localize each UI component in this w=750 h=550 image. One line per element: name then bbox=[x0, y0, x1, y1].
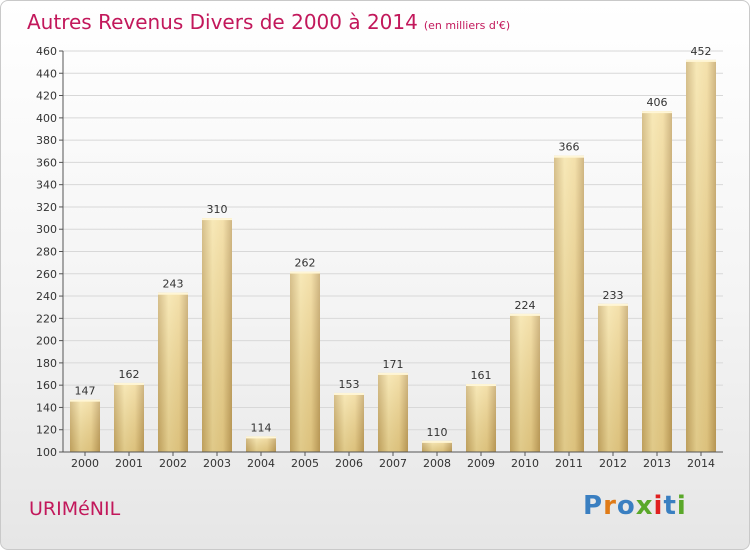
bar-shade-2004 bbox=[246, 436, 276, 452]
y-tick-label: 340 bbox=[36, 179, 57, 192]
bars: 147 162 243 310 114 262 153 171 110 161 224 366 233 4… bbox=[70, 45, 716, 453]
chart-title: Autres Revenus Divers de 2000 à 2014 (en … bbox=[27, 10, 510, 34]
y-tick-label: 280 bbox=[36, 246, 57, 259]
value-label: 366 bbox=[559, 141, 580, 154]
y-tick-label: 400 bbox=[36, 112, 57, 125]
x-tick-label: 2011 bbox=[555, 457, 583, 470]
bar-cap-2013 bbox=[642, 111, 672, 114]
y-tick-label: 220 bbox=[36, 312, 57, 325]
bar-cap-2008 bbox=[422, 440, 452, 443]
value-label: 233 bbox=[603, 289, 624, 302]
x-tick-label: 2004 bbox=[247, 457, 275, 470]
bar-shade-2000 bbox=[70, 399, 100, 452]
bar-shade-2013 bbox=[642, 111, 672, 453]
y-tick-label: 300 bbox=[36, 223, 57, 236]
y-tick-label: 360 bbox=[36, 156, 57, 169]
y-tick-label: 200 bbox=[36, 335, 57, 348]
logo-letter: t bbox=[663, 491, 677, 521]
bar-cap-2014 bbox=[686, 59, 716, 62]
y-tick-label: 460 bbox=[36, 45, 57, 58]
bar-shade-2005 bbox=[290, 271, 320, 452]
bar-cap-2003 bbox=[202, 218, 232, 221]
y-tick-label: 440 bbox=[36, 67, 57, 80]
y-tick-label: 380 bbox=[36, 134, 57, 147]
y-tick-label: 120 bbox=[36, 424, 57, 437]
bar-cap-2007 bbox=[378, 372, 408, 375]
bar-cap-2010 bbox=[510, 313, 540, 316]
logo-letter: i bbox=[676, 491, 687, 521]
proxiti-logo: Proxiti bbox=[583, 491, 687, 521]
value-label: 171 bbox=[383, 358, 404, 371]
y-tick-label: 240 bbox=[36, 290, 57, 303]
bar-shade-2007 bbox=[378, 372, 408, 452]
value-label: 147 bbox=[75, 385, 96, 398]
bar-cap-2012 bbox=[598, 303, 628, 306]
logo-letter: r bbox=[603, 491, 617, 521]
x-tick-label: 2008 bbox=[423, 457, 451, 470]
value-label: 161 bbox=[471, 369, 492, 382]
x-tick-label: 2009 bbox=[467, 457, 495, 470]
value-label: 243 bbox=[163, 278, 184, 291]
y-tick-label: 180 bbox=[36, 357, 57, 370]
y-tick-label: 260 bbox=[36, 268, 57, 281]
value-label: 162 bbox=[119, 368, 140, 381]
bar-cap-2000 bbox=[70, 399, 100, 402]
y-tick-label: 100 bbox=[36, 446, 57, 459]
bar-cap-2006 bbox=[334, 392, 364, 395]
x-tick-label: 2010 bbox=[511, 457, 539, 470]
x-tick-label: 2013 bbox=[643, 457, 671, 470]
bar-shade-2003 bbox=[202, 218, 232, 452]
x-tick-label: 2006 bbox=[335, 457, 363, 470]
value-label: 110 bbox=[427, 426, 448, 439]
chart-title-text: Autres Revenus Divers de 2000 à 2014 bbox=[27, 10, 418, 34]
bar-cap-2009 bbox=[466, 384, 496, 387]
value-label: 262 bbox=[295, 257, 316, 270]
bar-shade-2002 bbox=[158, 292, 188, 452]
y-tick-label: 320 bbox=[36, 201, 57, 214]
y-tick-label: 140 bbox=[36, 401, 57, 414]
value-label: 310 bbox=[207, 203, 228, 216]
x-tick-label: 2000 bbox=[71, 457, 99, 470]
bar-shade-2012 bbox=[598, 303, 628, 452]
bar-shade-2001 bbox=[114, 382, 144, 452]
x-tick-label: 2007 bbox=[379, 457, 407, 470]
y-tick-label: 420 bbox=[36, 90, 57, 103]
value-label: 406 bbox=[647, 96, 668, 109]
bar-cap-2002 bbox=[158, 292, 188, 295]
y-tick-label: 160 bbox=[36, 379, 57, 392]
bar-shade-2014 bbox=[686, 59, 716, 453]
value-label: 114 bbox=[251, 421, 272, 434]
bar-cap-2004 bbox=[246, 436, 276, 439]
bar-cap-2011 bbox=[554, 155, 584, 158]
logo-letter: i bbox=[653, 491, 664, 521]
bar-shade-2009 bbox=[466, 384, 496, 452]
axes: 100 120 140 160 180 200 220 240 260 280 300 320 340 3… bbox=[36, 45, 723, 470]
bar-cap-2005 bbox=[290, 271, 320, 274]
bar-shade-2010 bbox=[510, 313, 540, 452]
logo-letter: x bbox=[635, 491, 654, 521]
logo-letter: o bbox=[616, 491, 636, 521]
value-label: 224 bbox=[515, 299, 536, 312]
x-tick-label: 2002 bbox=[159, 457, 187, 470]
value-label: 153 bbox=[339, 378, 360, 391]
bar-shade-2006 bbox=[334, 392, 364, 452]
x-tick-label: 2014 bbox=[687, 457, 715, 470]
value-label: 452 bbox=[691, 45, 712, 58]
city-name: URIMéNIL bbox=[29, 498, 121, 520]
bar-shade-2008 bbox=[422, 440, 452, 452]
bar-cap-2001 bbox=[114, 382, 144, 385]
logo-letter: P bbox=[583, 491, 604, 521]
chart-subtitle: (en milliers d'€) bbox=[423, 19, 511, 32]
x-tick-label: 2003 bbox=[203, 457, 231, 470]
x-tick-label: 2005 bbox=[291, 457, 319, 470]
x-tick-label: 2012 bbox=[599, 457, 627, 470]
x-tick-label: 2001 bbox=[115, 457, 143, 470]
bar-shade-2011 bbox=[554, 155, 584, 452]
